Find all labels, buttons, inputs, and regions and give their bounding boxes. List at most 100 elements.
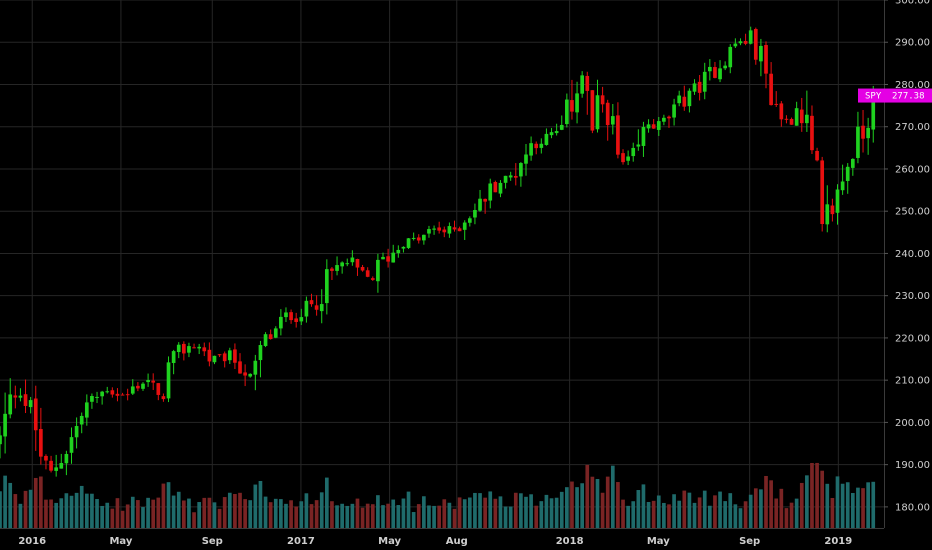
candle-body xyxy=(115,393,120,396)
time-tick-label: May xyxy=(647,536,670,547)
volume-bar xyxy=(309,504,314,528)
candle-body xyxy=(610,116,615,125)
candle-body xyxy=(636,144,641,147)
volume-bar xyxy=(845,482,850,528)
candle-body xyxy=(120,394,125,396)
candle-body xyxy=(340,262,344,267)
volume-bar xyxy=(610,465,615,528)
candle-body xyxy=(238,361,242,374)
volume-bar xyxy=(120,510,125,528)
volume-bar xyxy=(570,481,574,528)
volume-bar xyxy=(268,502,273,528)
candle-body xyxy=(3,413,7,437)
volume-bar xyxy=(243,499,247,528)
candle-body xyxy=(110,390,115,395)
candle-body xyxy=(570,100,574,112)
volume-bar xyxy=(227,492,232,528)
volume-bar xyxy=(738,508,743,528)
volume-bar xyxy=(559,491,564,528)
candle-body xyxy=(23,394,28,406)
candle-body xyxy=(289,312,293,321)
candle-body xyxy=(355,259,360,268)
volume-bar xyxy=(125,504,130,528)
candle-body xyxy=(621,153,625,163)
candle-body xyxy=(503,175,508,183)
volume-bar xyxy=(764,475,768,528)
candle-body xyxy=(605,102,610,126)
candle-body xyxy=(779,103,784,120)
time-tick-label: 2017 xyxy=(287,536,315,547)
volume-bar xyxy=(3,475,7,528)
volume-bar xyxy=(340,503,344,528)
candle-body xyxy=(345,263,350,265)
volume-bar xyxy=(49,499,53,528)
candle-body xyxy=(360,267,365,271)
volume-bar xyxy=(273,498,278,528)
volume-bars xyxy=(0,462,876,528)
price-tick-label: 180.00 xyxy=(895,502,930,513)
candle-body xyxy=(442,229,447,233)
volume-bar xyxy=(427,505,431,528)
volume-bar xyxy=(151,499,156,528)
candle-body xyxy=(600,95,605,105)
candle-body xyxy=(805,114,809,124)
candle-body xyxy=(616,115,620,155)
candle-body xyxy=(391,252,396,263)
volume-bar xyxy=(554,497,559,528)
candle-body xyxy=(171,351,176,364)
volume-bar xyxy=(861,488,865,528)
price-tick-label: 300.00 xyxy=(895,0,930,7)
volume-bar xyxy=(324,477,329,528)
volume-bar xyxy=(69,495,74,528)
candle-body xyxy=(253,360,258,375)
candle-body xyxy=(74,426,79,438)
time-tick-label: Aug xyxy=(446,536,468,547)
volume-bar xyxy=(478,493,482,528)
candle-body xyxy=(33,398,38,431)
volume-bar xyxy=(718,491,722,528)
time-tick-label: 2019 xyxy=(824,536,852,547)
volume-bar xyxy=(233,493,237,528)
volume-bar xyxy=(59,498,64,528)
volume-bar xyxy=(381,505,385,528)
volume-bar xyxy=(304,493,309,528)
volume-bar xyxy=(856,487,860,528)
time-tick-label: May xyxy=(109,536,132,547)
volume-bar xyxy=(90,493,94,528)
candle-body xyxy=(677,95,682,104)
volume-bar xyxy=(217,508,222,528)
volume-bar xyxy=(616,482,620,528)
volume-bar xyxy=(192,512,196,528)
candle-body xyxy=(473,210,477,218)
candle-body xyxy=(330,268,334,271)
volume-bar xyxy=(707,505,712,528)
volume-bar xyxy=(360,507,365,528)
candle-body xyxy=(263,334,268,346)
volume-bar xyxy=(437,505,442,528)
volume-bar xyxy=(565,487,569,528)
candle-body xyxy=(498,182,503,194)
price-tick-label: 230.00 xyxy=(895,291,930,302)
candle-body xyxy=(840,181,845,191)
candle-body xyxy=(406,238,411,248)
volume-bar xyxy=(411,512,416,528)
volume-bar xyxy=(748,494,753,528)
volume-bar xyxy=(524,496,528,528)
volume-bar xyxy=(416,504,421,528)
volume-bar xyxy=(161,483,166,528)
volume-bar xyxy=(452,508,457,528)
volume-bar xyxy=(590,476,595,528)
candle-body xyxy=(411,237,416,239)
volume-bar xyxy=(54,502,59,528)
candle-body xyxy=(559,124,564,130)
candle-body xyxy=(299,317,304,322)
volume-bar xyxy=(575,487,579,528)
candle-body xyxy=(789,118,794,125)
candle-body xyxy=(217,354,222,356)
price-tick-label: 190.00 xyxy=(895,460,930,471)
candle-body xyxy=(830,205,835,215)
candle-body xyxy=(386,256,390,262)
volume-bar xyxy=(23,490,28,528)
candle-body xyxy=(314,305,319,310)
volume-bar xyxy=(376,495,380,528)
